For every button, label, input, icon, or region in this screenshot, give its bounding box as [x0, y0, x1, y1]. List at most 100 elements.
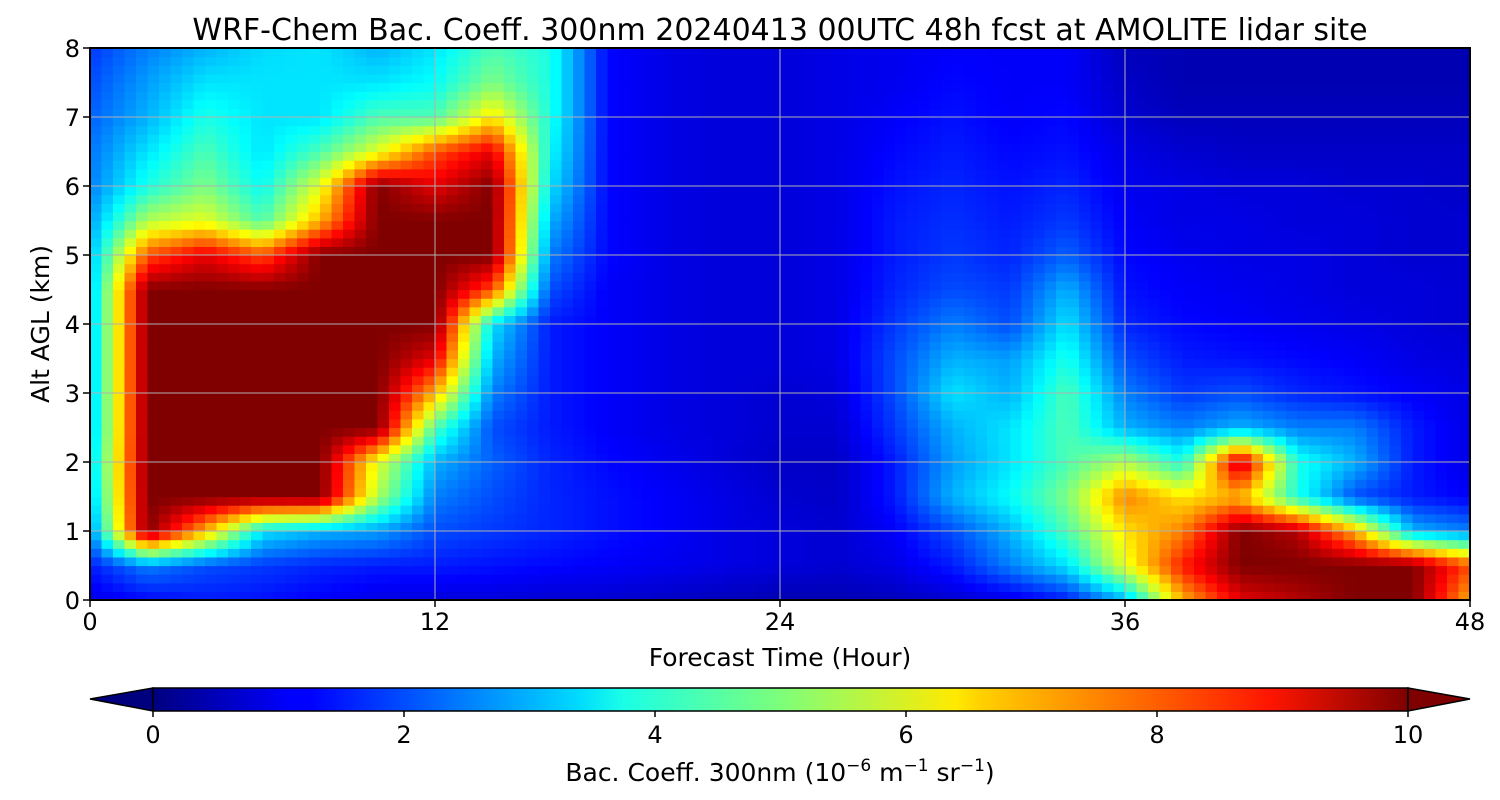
heatmap-cell	[1435, 531, 1448, 541]
heatmap-cell	[803, 358, 816, 368]
heatmap-cell	[1217, 272, 1230, 282]
heatmap-cell	[699, 453, 712, 463]
heatmap-cell	[216, 246, 229, 256]
heatmap-cell	[216, 272, 229, 282]
heatmap-cell	[1412, 418, 1425, 429]
heatmap-cell	[262, 324, 275, 334]
heatmap-cell	[366, 384, 379, 394]
heatmap-cell	[1010, 280, 1023, 291]
heatmap-cell	[1297, 255, 1310, 265]
heatmap-cell	[124, 272, 137, 282]
heatmap-cell	[596, 582, 609, 592]
heatmap-cell	[481, 298, 494, 308]
heatmap-cell	[331, 427, 344, 437]
heatmap-cell	[975, 280, 988, 291]
heatmap-cell	[446, 324, 459, 334]
heatmap-cell	[469, 444, 482, 454]
heatmap-cell	[1458, 324, 1470, 334]
heatmap-cell	[975, 462, 988, 472]
heatmap-cell	[228, 237, 241, 247]
heatmap-cell	[538, 565, 551, 575]
heatmap-cell	[354, 444, 367, 454]
heatmap-cell	[1332, 246, 1345, 256]
heatmap-cell	[745, 496, 758, 506]
heatmap-cell	[389, 479, 402, 489]
heatmap-cell	[458, 410, 471, 420]
heatmap-cell	[354, 513, 367, 523]
heatmap-cell	[734, 237, 747, 247]
heatmap-cell	[1056, 487, 1069, 498]
heatmap-cell	[1182, 531, 1195, 541]
heatmap-cell	[550, 427, 563, 437]
heatmap-cell	[757, 401, 770, 411]
heatmap-cell	[492, 565, 505, 575]
heatmap-cell	[412, 522, 425, 532]
heatmap-cell	[1378, 418, 1391, 429]
heatmap-cell	[90, 298, 103, 308]
heatmap-cell	[527, 306, 540, 316]
heatmap-cell	[1447, 565, 1460, 575]
heatmap-cell	[492, 384, 505, 394]
heatmap-cell	[343, 522, 356, 532]
heatmap-cell	[561, 375, 574, 385]
heatmap-cell	[722, 332, 735, 342]
heatmap-cell	[918, 332, 931, 342]
heatmap-cell	[274, 246, 287, 256]
heatmap-cell	[1435, 444, 1448, 454]
heatmap-cell	[745, 306, 758, 316]
heatmap-cell	[826, 574, 839, 584]
heatmap-cell	[676, 548, 689, 558]
heatmap-cell	[216, 255, 229, 265]
heatmap-cell	[412, 556, 425, 567]
heatmap-cell	[860, 479, 873, 489]
heatmap-cell	[642, 306, 655, 316]
heatmap-cell	[849, 324, 862, 334]
heatmap-cell	[1021, 349, 1034, 360]
heatmap-cell	[481, 341, 494, 351]
heatmap-cell	[1332, 263, 1345, 273]
heatmap-cell	[320, 565, 333, 575]
heatmap-cell	[320, 280, 333, 291]
heatmap-cell	[193, 384, 206, 394]
heatmap-cell	[895, 263, 908, 273]
heatmap-cell	[849, 548, 862, 558]
heatmap-cell	[1320, 470, 1333, 480]
heatmap-cell	[1378, 315, 1391, 325]
heatmap-cell	[1010, 470, 1023, 480]
heatmap-cell	[1366, 574, 1379, 584]
heatmap-cell	[883, 358, 896, 368]
heatmap-cell	[1389, 487, 1402, 498]
heatmap-cell	[1217, 513, 1230, 523]
heatmap-cell	[1389, 436, 1402, 446]
heatmap-cell	[630, 531, 643, 541]
heatmap-cell	[998, 453, 1011, 463]
heatmap-cell	[1194, 548, 1207, 558]
heatmap-cell	[1332, 298, 1345, 308]
heatmap-cell	[1343, 349, 1356, 360]
heatmap-cell	[1240, 341, 1253, 351]
heatmap-cell	[883, 237, 896, 247]
heatmap-cell	[757, 462, 770, 472]
heatmap-cell	[734, 255, 747, 265]
heatmap-cell	[504, 462, 517, 472]
heatmap-cell	[504, 470, 517, 480]
heatmap-cell	[814, 479, 827, 489]
heatmap-cell	[619, 531, 632, 541]
heatmap-cell	[1286, 349, 1299, 360]
heatmap-cell	[780, 427, 793, 437]
heatmap-cell	[826, 315, 839, 325]
heatmap-cell	[515, 263, 528, 273]
heatmap-cell	[1205, 522, 1218, 532]
heatmap-cell	[1251, 289, 1264, 299]
heatmap-cell	[1263, 582, 1276, 592]
heatmap-cell	[435, 332, 448, 342]
heatmap-cell	[435, 436, 448, 446]
heatmap-cell	[1251, 384, 1264, 394]
heatmap-cell	[182, 548, 195, 558]
heatmap-cell	[1412, 280, 1425, 291]
heatmap-cell	[1424, 315, 1437, 325]
heatmap-cell	[515, 280, 528, 291]
heatmap-cell	[1320, 410, 1333, 420]
heatmap-cell	[734, 280, 747, 291]
heatmap-cell	[1079, 393, 1092, 403]
